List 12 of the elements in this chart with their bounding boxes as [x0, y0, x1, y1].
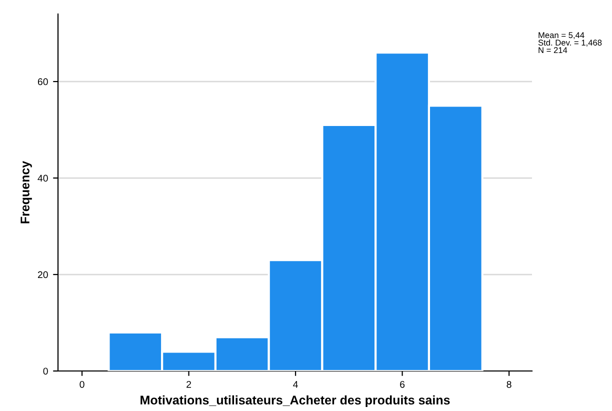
y-axis-title: Frequency — [20, 160, 32, 224]
y-tick-label: 40 — [38, 174, 48, 182]
x-axis-title: Motivations_utilisateurs_Acheter des produits sains — [140, 395, 450, 407]
x-tick-label: 0 — [80, 380, 84, 388]
x-tick-label: 4 — [293, 381, 298, 388]
y-tick-label: 20 — [38, 271, 48, 278]
x-tick-label: 6 — [400, 380, 405, 388]
y-tick-label: 60 — [38, 78, 48, 86]
y-tick-label: 0 — [43, 368, 48, 375]
x-tick-label: 2 — [186, 380, 191, 388]
x-tick-label: 8 — [506, 380, 512, 388]
text: Mean = 5,44 Std. Dev. = 1,468 N = 214 — [538, 32, 602, 53]
